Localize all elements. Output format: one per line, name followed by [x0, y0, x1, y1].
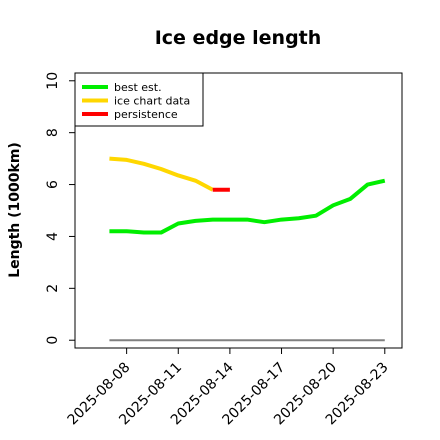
series-line-best-est: [109, 178, 386, 235]
y-tick-label: 4: [45, 232, 61, 241]
y-axis-label: Length (1000km): [7, 142, 23, 278]
plot-frame: [74, 72, 403, 349]
series-layer: [109, 156, 386, 235]
y-tick-label: 6: [45, 180, 61, 189]
y-axis: 0 2 4 6 8 10: [45, 72, 75, 345]
y-tick-label: 0: [45, 336, 61, 345]
legend-label: persistence: [114, 108, 178, 121]
y-tick-label: 2: [45, 284, 61, 293]
y-tick-label: 8: [45, 128, 61, 137]
y-tick-label: 10: [45, 72, 61, 90]
series-line-ice-chart-data: [109, 156, 214, 192]
x-axis: 2025-08-082025-08-112025-08-142025-08-17…: [65, 348, 392, 428]
chart-title: Ice edge length: [155, 27, 322, 49]
legend-label: best est.: [114, 81, 162, 94]
legend-label: ice chart data: [114, 95, 190, 108]
